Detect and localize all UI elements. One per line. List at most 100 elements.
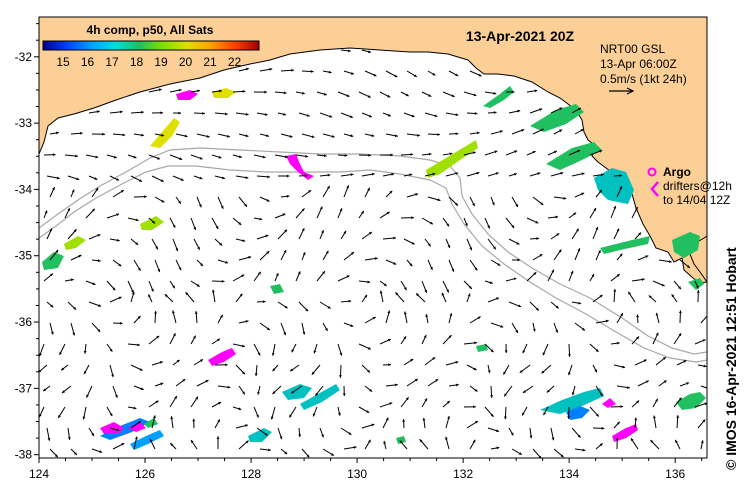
current-arrow bbox=[615, 437, 619, 450]
current-arrow bbox=[385, 70, 398, 78]
current-arrow bbox=[406, 133, 420, 137]
current-arrow bbox=[301, 189, 312, 198]
current-arrow bbox=[109, 238, 120, 242]
current-arrow bbox=[469, 439, 476, 450]
current-arrow bbox=[364, 439, 372, 450]
current-arrow bbox=[400, 396, 410, 408]
current-arrow bbox=[295, 91, 305, 95]
info-line-model: NRT00 GSL bbox=[600, 42, 665, 56]
current-arrow bbox=[49, 186, 55, 198]
current-arrow bbox=[589, 207, 597, 219]
current-arrow bbox=[595, 189, 603, 198]
current-arrow bbox=[592, 173, 604, 177]
current-arrow bbox=[211, 338, 221, 345]
current-arrow bbox=[511, 322, 519, 334]
colorbar-tick-label: 16 bbox=[81, 55, 95, 69]
current-arrow bbox=[673, 397, 682, 408]
current-arrow bbox=[610, 405, 624, 409]
current-arrow bbox=[106, 343, 113, 352]
current-arrow bbox=[490, 385, 493, 398]
x-tick-label: 130 bbox=[347, 467, 367, 481]
current-arrow bbox=[406, 193, 419, 198]
current-arrow bbox=[589, 273, 595, 282]
current-arrow bbox=[214, 419, 221, 429]
current-arrow bbox=[343, 322, 354, 327]
current-arrow bbox=[427, 70, 436, 76]
current-arrow bbox=[595, 319, 609, 324]
current-arrow bbox=[83, 364, 90, 375]
sst-patch bbox=[546, 142, 602, 170]
current-arrow bbox=[277, 301, 288, 309]
current-arrow bbox=[238, 196, 248, 208]
current-arrow bbox=[256, 112, 268, 116]
current-arrow bbox=[70, 322, 76, 336]
current-arrow bbox=[379, 280, 387, 287]
current-arrow bbox=[196, 196, 202, 208]
current-arrow bbox=[238, 320, 249, 324]
current-arrow bbox=[151, 175, 164, 183]
current-arrow bbox=[319, 229, 324, 240]
current-arrow bbox=[697, 364, 707, 368]
current-arrow bbox=[364, 257, 378, 261]
current-arrow bbox=[343, 185, 350, 198]
current-arrow bbox=[532, 196, 544, 206]
current-arrow bbox=[382, 363, 392, 367]
current-arrow bbox=[385, 190, 393, 198]
current-arrow bbox=[532, 448, 542, 458]
sst-patch bbox=[530, 104, 584, 132]
current-arrow bbox=[466, 293, 471, 303]
current-arrow bbox=[288, 406, 297, 418]
current-arrow bbox=[169, 332, 176, 345]
current-arrow bbox=[154, 196, 165, 203]
current-arrow bbox=[448, 383, 459, 387]
current-arrow bbox=[379, 91, 391, 98]
current-arrow bbox=[82, 406, 87, 420]
current-arrow bbox=[637, 380, 649, 387]
current-arrow bbox=[232, 217, 242, 226]
current-arrow bbox=[445, 361, 459, 366]
current-arrow bbox=[403, 173, 413, 177]
sst-patch bbox=[140, 216, 164, 230]
current-arrow bbox=[532, 322, 536, 332]
current-arrow bbox=[406, 378, 419, 387]
current-arrow bbox=[211, 279, 225, 283]
current-arrow bbox=[466, 238, 473, 251]
current-arrow bbox=[322, 448, 335, 457]
current-arrow bbox=[127, 343, 140, 347]
current-arrow bbox=[616, 186, 623, 198]
land-mass bbox=[39, 17, 707, 284]
sst-patch bbox=[540, 388, 604, 414]
current-arrow bbox=[484, 406, 494, 418]
current-arrow bbox=[574, 192, 585, 198]
current-arrow bbox=[382, 172, 395, 177]
current-arrow bbox=[487, 364, 491, 374]
current-arrow bbox=[382, 112, 392, 117]
current-arrow bbox=[526, 217, 539, 224]
current-arrow bbox=[175, 133, 188, 138]
sst-patch bbox=[282, 384, 312, 400]
current-arrow bbox=[130, 364, 143, 371]
current-arrow bbox=[298, 301, 309, 312]
current-arrow bbox=[127, 217, 139, 222]
current-arrow bbox=[190, 89, 201, 93]
argo-track bbox=[286, 154, 314, 180]
current-arrow bbox=[295, 154, 309, 158]
current-arrow bbox=[190, 217, 197, 231]
current-arrow bbox=[232, 343, 245, 348]
current-arrow bbox=[127, 280, 134, 293]
sst-patch bbox=[600, 236, 650, 254]
current-arrow bbox=[217, 385, 231, 389]
current-arrow bbox=[133, 436, 138, 450]
current-arrow bbox=[109, 427, 120, 432]
current-arrow bbox=[655, 356, 667, 366]
y-tick-label: -37 bbox=[15, 381, 33, 395]
current-arrow bbox=[175, 196, 182, 205]
current-arrow bbox=[571, 172, 585, 177]
current-arrow bbox=[379, 402, 393, 408]
current-arrow bbox=[568, 270, 574, 282]
current-arrow bbox=[301, 133, 315, 139]
current-arrow bbox=[571, 385, 576, 396]
current-arrow bbox=[238, 385, 246, 395]
current-arrow bbox=[400, 216, 414, 220]
current-arrow bbox=[238, 256, 252, 261]
